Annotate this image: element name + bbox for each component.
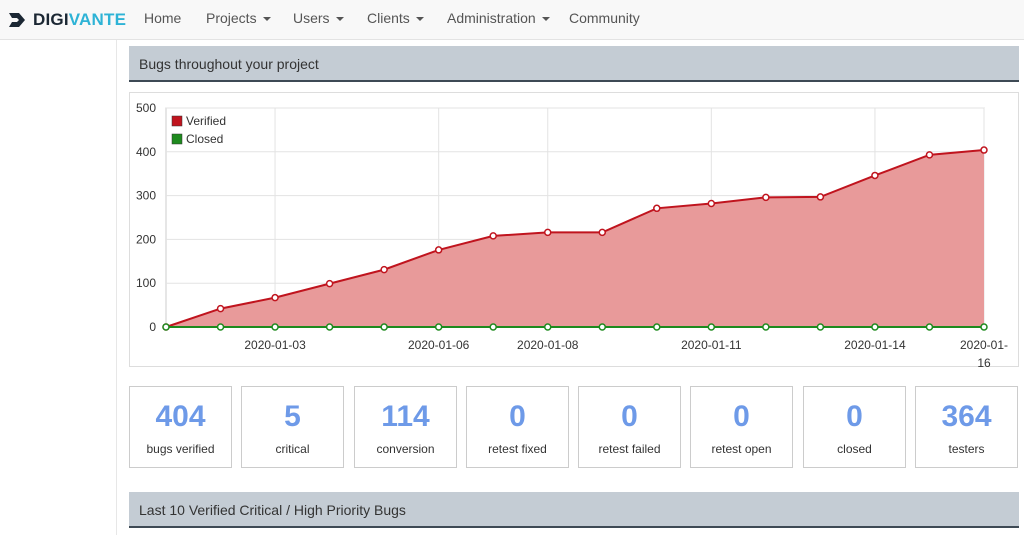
x-tick-label: 2020-01- [960, 338, 1008, 352]
data-point-verified [489, 232, 497, 240]
brand-name: DIGIVANTE [33, 10, 127, 29]
data-point-verified [871, 171, 879, 180]
data-point-closed [216, 323, 225, 331]
stat-label: closed [837, 442, 872, 456]
x-tick-label: 2020-01-03 [244, 338, 306, 352]
panel-title: Last 10 Verified Critical / High Priorit… [139, 502, 406, 518]
stat-value: 5 [284, 400, 301, 433]
data-point-verified [380, 265, 388, 274]
stat-value: 0 [509, 400, 526, 433]
data-point-verified [816, 193, 825, 201]
stat-card-bugs-verified: 404 bugs verified [129, 386, 232, 468]
x-tick-label: 2020-01-11 [681, 338, 742, 352]
nav-community[interactable]: Community [569, 10, 640, 26]
stat-value: 114 [381, 400, 430, 433]
brand-logo[interactable]: DIGIVANTE [8, 9, 126, 31]
legend-label-verified: Verified [186, 114, 226, 128]
top-navbar: DIGIVANTE Home Projects Users Clients Ad… [0, 0, 1024, 40]
stat-label: bugs verified [146, 442, 215, 456]
data-point-verified [598, 228, 607, 237]
data-point-closed [653, 323, 661, 331]
data-point-closed [816, 323, 825, 331]
digivante-logo-icon [9, 13, 25, 27]
data-point-closed [598, 323, 607, 331]
data-point-closed [380, 323, 388, 331]
bugs-chart-panel-heading: Bugs throughout your project [129, 46, 1019, 82]
stat-label: retest fixed [488, 442, 547, 456]
stat-value: 364 [941, 400, 992, 433]
legend-swatch-verified [171, 115, 183, 127]
x-tick-label: 2020-01-06 [408, 338, 470, 352]
stat-value: 0 [621, 400, 638, 433]
stat-card-retest-failed: 0 retest failed [578, 386, 681, 468]
y-tick-label: 400 [136, 145, 156, 159]
data-point-verified [762, 193, 770, 202]
stat-label: testers [948, 442, 985, 456]
data-point-verified [434, 246, 443, 254]
x-tick-label: 2020-01-14 [844, 338, 906, 352]
stat-label: retest open [711, 442, 772, 456]
y-tick-label: 0 [149, 320, 156, 334]
data-point-verified [653, 204, 661, 213]
critical-bugs-panel-heading: Last 10 Verified Critical / High Priorit… [129, 492, 1019, 528]
stat-label: critical [275, 442, 310, 456]
legend-label-closed: Closed [186, 132, 223, 146]
data-point-closed [543, 323, 552, 331]
stat-value: 0 [733, 400, 750, 433]
stat-card-retest-open: 0 retest open [690, 386, 793, 468]
caret-down-icon [335, 17, 344, 22]
stat-card-closed: 0 closed [803, 386, 906, 468]
data-point-closed [271, 323, 279, 331]
stat-value: 404 [155, 400, 206, 433]
data-point-closed [707, 323, 716, 331]
y-tick-label: 200 [136, 232, 156, 246]
data-point-verified [925, 151, 934, 159]
data-point-closed [925, 323, 934, 331]
stat-value: 0 [846, 400, 863, 433]
data-point-verified [271, 293, 279, 302]
panel-title: Bugs throughout your project [139, 56, 319, 72]
stat-card-conversion: 114 conversion [354, 386, 457, 468]
data-point-closed [762, 323, 770, 331]
data-point-verified [325, 279, 334, 288]
stat-card-critical: 5 critical [241, 386, 344, 468]
nav-projects[interactable]: Projects [206, 0, 271, 40]
x-tick-label: 2020-01-08 [517, 338, 579, 352]
y-tick-label: 100 [136, 276, 156, 290]
nav-users[interactable]: Users [293, 0, 344, 40]
data-point-closed [980, 323, 988, 331]
y-tick-label: 300 [136, 189, 156, 203]
bugs-area-chart: 0 100 200 300 400 500 2020-01-03 2020-01-06 2020… [136, 101, 1008, 368]
nav-administration[interactable]: Administration [447, 0, 550, 40]
caret-down-icon [262, 17, 271, 22]
stat-label: retest failed [598, 442, 661, 456]
stat-card-testers: 364 testers [915, 386, 1018, 468]
legend-swatch-closed [171, 133, 183, 145]
nav-clients[interactable]: Clients [367, 0, 424, 40]
x-tick-label: 16 [977, 356, 991, 368]
series-area-verified [166, 150, 984, 327]
bugs-chart: 0 100 200 300 400 500 2020-01-03 2020-01-06 2020… [129, 92, 1019, 368]
sidebar-divider [116, 40, 117, 535]
data-point-closed [325, 323, 334, 331]
stat-card-retest-fixed: 0 retest fixed [466, 386, 569, 468]
stat-label: conversion [376, 442, 435, 456]
data-point-closed [871, 323, 879, 331]
caret-down-icon [541, 17, 550, 22]
data-point-verified [543, 228, 552, 237]
data-point-closed [162, 323, 170, 331]
nav-home[interactable]: Home [144, 10, 182, 26]
caret-down-icon [415, 17, 424, 22]
data-point-verified [216, 304, 225, 313]
y-tick-label: 500 [136, 101, 156, 115]
series-line-verified [165, 149, 985, 328]
data-point-closed [489, 323, 497, 331]
data-point-verified [980, 146, 988, 154]
data-point-verified [707, 199, 716, 208]
data-point-closed [434, 323, 443, 331]
